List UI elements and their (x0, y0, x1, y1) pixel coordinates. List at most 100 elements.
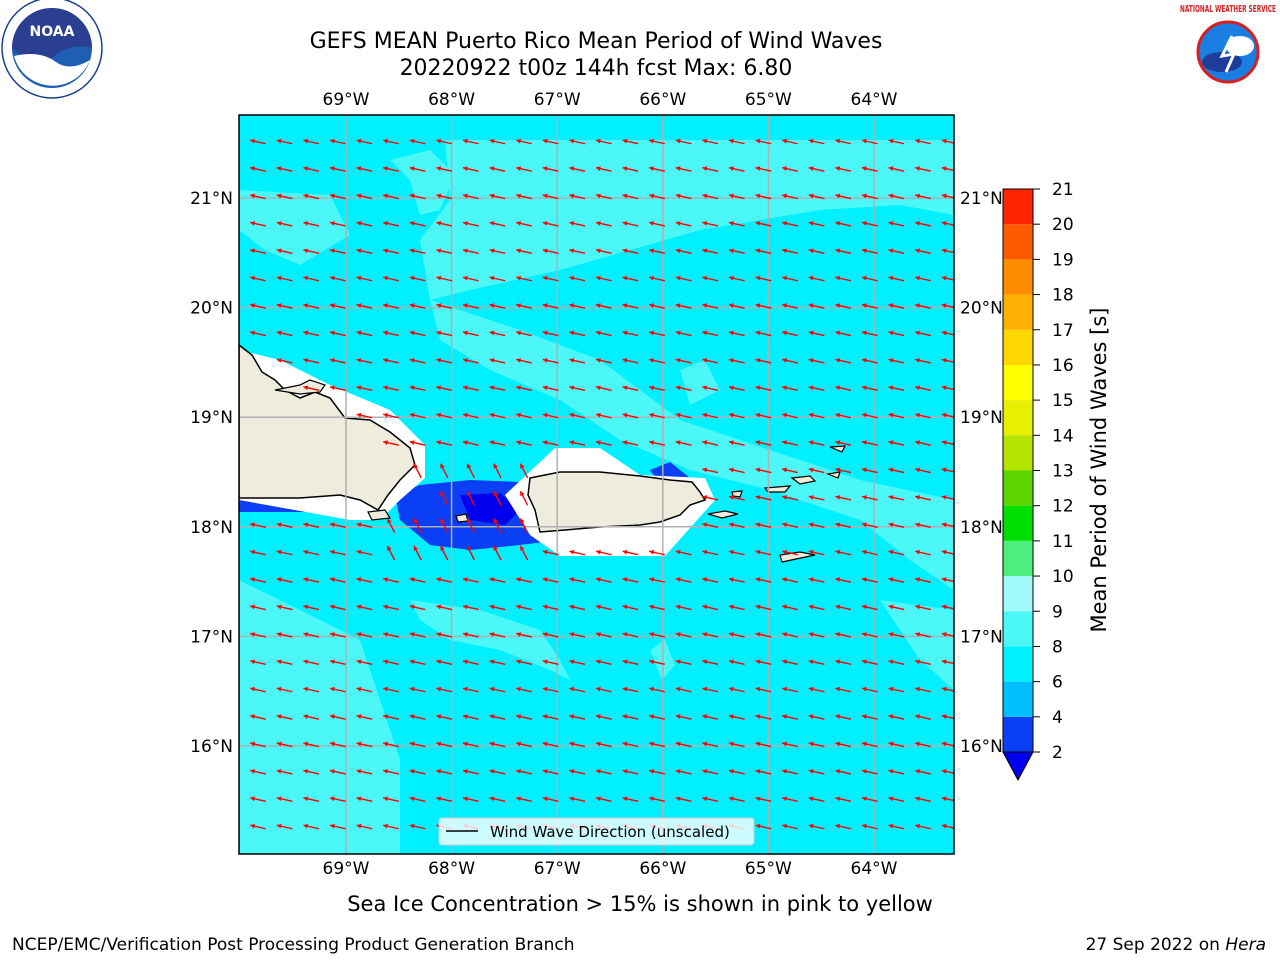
wind-wave-arrow (436, 604, 453, 611)
nws-logo-text: NATIONAL WEATHER SERVICE (1180, 4, 1276, 15)
wind-wave-arrow (595, 221, 612, 227)
wind-wave-arrow (329, 741, 346, 748)
wind-wave-arrow (409, 358, 426, 364)
wind-wave-arrow (276, 823, 293, 830)
colorbar-segment (1003, 224, 1033, 260)
wind-wave-arrow (542, 166, 559, 172)
wind-wave-arrow (915, 193, 931, 200)
wind-wave-arrow (675, 275, 692, 282)
wind-wave-arrow (915, 275, 931, 282)
wind-wave-arrow (250, 604, 266, 611)
colorbar-tick-label: 2 (1052, 743, 1063, 763)
wind-wave-arrow (329, 796, 346, 803)
period-band-6-8 (239, 190, 350, 265)
wind-wave-arrow (250, 303, 266, 309)
wind-wave-arrow (835, 385, 852, 392)
wind-wave-arrow (542, 659, 559, 666)
wind-wave-arrow (516, 193, 532, 200)
wind-wave-arrow (702, 632, 719, 638)
wind-wave-arrow (569, 769, 586, 775)
wind-wave-arrow (329, 769, 346, 775)
wind-wave-arrow (595, 714, 612, 720)
lon-label-bottom: 65°W (745, 859, 792, 879)
wind-wave-arrow (386, 545, 396, 561)
wind-wave-arrow (542, 385, 559, 392)
wind-wave-arrow (702, 138, 719, 145)
map-legend: Wind Wave Direction (unscaled) (438, 817, 755, 846)
wind-wave-arrow (702, 659, 719, 666)
wind-wave-arrow (489, 303, 506, 309)
wind-wave-arrow (675, 221, 692, 227)
wind-wave-arrow (462, 659, 479, 666)
wind-wave-arrow (383, 358, 399, 364)
wind-wave-arrow (675, 604, 692, 611)
wind-wave-arrow (808, 193, 825, 200)
wind-wave-arrow (888, 385, 905, 392)
wind-wave-arrow (941, 796, 954, 802)
wind-wave-arrow (595, 769, 612, 775)
wind-wave-arrow (782, 796, 798, 803)
wind-wave-arrow (250, 330, 266, 337)
wind-wave-arrow (303, 686, 320, 693)
wind-wave-arrow (861, 686, 878, 693)
wind-wave-arrow (250, 166, 266, 172)
wind-wave-arrow (462, 577, 479, 583)
wind-wave-arrow (861, 495, 878, 501)
wind-wave-arrow (489, 796, 506, 803)
wind-wave-arrow (888, 138, 905, 145)
wind-wave-arrow (888, 714, 905, 720)
map-frame (238, 114, 955, 855)
wind-wave-arrow (702, 221, 719, 227)
wind-wave-arrow (755, 549, 772, 556)
wind-wave-arrow (595, 248, 612, 255)
wind-wave-arrow (595, 659, 612, 666)
wind-wave-arrow (702, 522, 719, 529)
wind-wave-arrow (489, 385, 506, 392)
wind-wave-arrow (303, 796, 320, 803)
lat-label-right: 18°N (960, 518, 1003, 538)
wind-wave-arrow (489, 577, 506, 583)
wind-wave-arrow (409, 769, 426, 775)
wind-wave-arrow (915, 659, 931, 666)
wind-wave-arrow (250, 741, 266, 748)
wind-wave-arrow (329, 193, 346, 200)
lon-label-top: 67°W (534, 90, 581, 110)
wind-wave-arrow (861, 248, 878, 255)
wind-wave-arrow (941, 659, 954, 665)
colorbar-tick-label: 18 (1052, 286, 1074, 306)
wind-wave-arrow (675, 769, 692, 775)
colorbar-tick-label: 9 (1052, 602, 1063, 622)
wind-wave-arrow (462, 358, 479, 364)
wind-wave-arrow (808, 823, 825, 830)
wind-wave-arrow (329, 604, 346, 611)
wind-wave-arrow (808, 577, 825, 583)
wind-wave-arrow (622, 604, 639, 611)
wind-wave-arrow (915, 604, 931, 611)
wind-wave-arrow (675, 741, 692, 748)
wind-wave-arrow (915, 440, 931, 446)
wind-wave-arrow (413, 545, 422, 561)
wind-wave-arrow (702, 440, 719, 446)
wind-wave-arrow (941, 248, 954, 254)
wind-wave-arrow (649, 221, 665, 227)
virgin-islands (790, 475, 817, 485)
colorbar-segment (1003, 646, 1033, 682)
wind-wave-arrow (595, 138, 612, 145)
wind-wave-arrow (356, 303, 373, 309)
wind-wave-arrow (888, 193, 905, 200)
wind-wave-arrow (356, 275, 373, 282)
lon-label-top: 65°W (745, 90, 792, 110)
wind-wave-arrow (516, 221, 532, 227)
wind-wave-arrow (436, 248, 453, 255)
wind-wave-arrow (250, 823, 266, 830)
wind-wave-arrow (409, 303, 426, 309)
wind-wave-arrow (276, 138, 293, 145)
wind-wave-arrow (622, 769, 639, 775)
culebra-island (731, 490, 743, 498)
wind-wave-arrow (808, 138, 825, 145)
wind-wave-arrow (409, 193, 426, 200)
wind-wave-arrow (303, 221, 320, 227)
wind-wave-arrow (303, 358, 320, 364)
wind-wave-arrow (250, 632, 266, 638)
wind-wave-arrow (915, 467, 931, 474)
